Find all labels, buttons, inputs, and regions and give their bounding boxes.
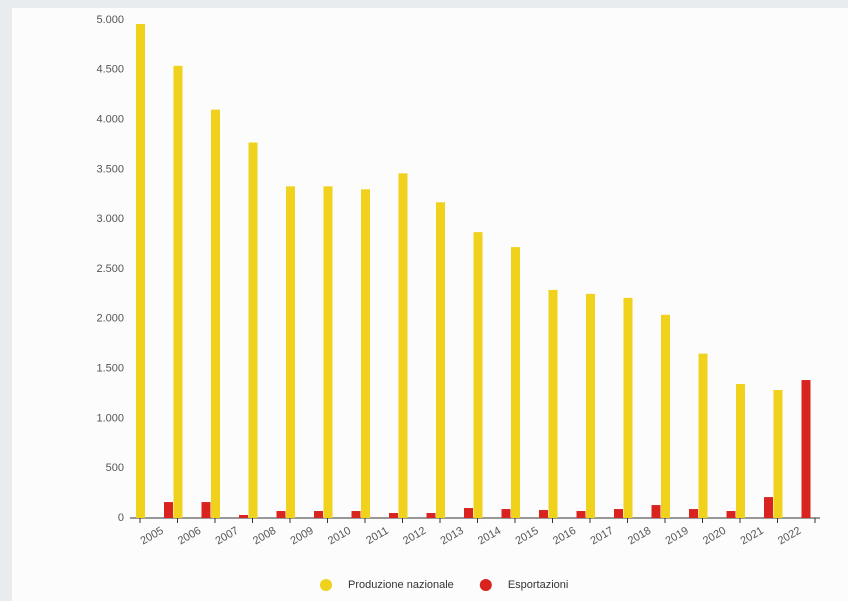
- bar: [248, 142, 258, 518]
- bar: [576, 511, 586, 518]
- bar: [464, 508, 473, 518]
- legend-swatch: [479, 579, 492, 591]
- chart-background: [12, 8, 848, 601]
- bar: [801, 380, 811, 518]
- bar: [201, 502, 211, 518]
- bar: [501, 509, 511, 518]
- bar: [661, 314, 670, 518]
- bar: [426, 513, 436, 518]
- bar: [698, 353, 708, 518]
- y-tick-label: 5.000: [96, 14, 124, 26]
- bar: [773, 390, 783, 518]
- bar: [314, 511, 323, 518]
- legend-label: Produzione nazionale: [348, 579, 454, 591]
- bar: [548, 289, 558, 518]
- bar: [173, 65, 183, 518]
- y-tick-label: 1.000: [96, 412, 124, 424]
- bar: [351, 511, 361, 518]
- bar: [736, 384, 745, 518]
- legend-swatch: [320, 579, 332, 591]
- bar: [398, 173, 408, 518]
- bar: [239, 515, 248, 518]
- y-tick-label: 500: [106, 462, 124, 474]
- legend: Produzione nazionale Esportazioni: [320, 579, 568, 591]
- y-tick-label: 0: [118, 512, 124, 524]
- bar: [136, 23, 145, 518]
- y-tick-label: 4.000: [96, 114, 124, 126]
- bar: [323, 186, 333, 518]
- bar: [361, 189, 370, 518]
- bar: [614, 509, 623, 518]
- bar: [511, 247, 520, 518]
- bar: [623, 297, 633, 518]
- bar: [689, 509, 698, 518]
- bar: [651, 505, 661, 518]
- y-tick-label: 4.500: [96, 64, 124, 76]
- y-tick-label: 3.000: [96, 213, 124, 225]
- bar: [276, 511, 286, 518]
- bar: [389, 513, 398, 518]
- bar: [764, 497, 773, 518]
- bar: [211, 109, 220, 518]
- y-tick-label: 1.500: [96, 363, 124, 375]
- bar: [286, 186, 295, 518]
- y-tick-label: 2.000: [96, 313, 124, 325]
- y-tick-label: 2.500: [96, 263, 124, 275]
- bar: [539, 510, 548, 518]
- y-tick-label: 3.500: [96, 163, 124, 175]
- bar: [164, 502, 173, 518]
- bar: [436, 202, 445, 518]
- legend-label: Esportazioni: [508, 579, 569, 591]
- bar: [473, 232, 483, 518]
- bar: [586, 293, 595, 518]
- bar: [726, 511, 736, 518]
